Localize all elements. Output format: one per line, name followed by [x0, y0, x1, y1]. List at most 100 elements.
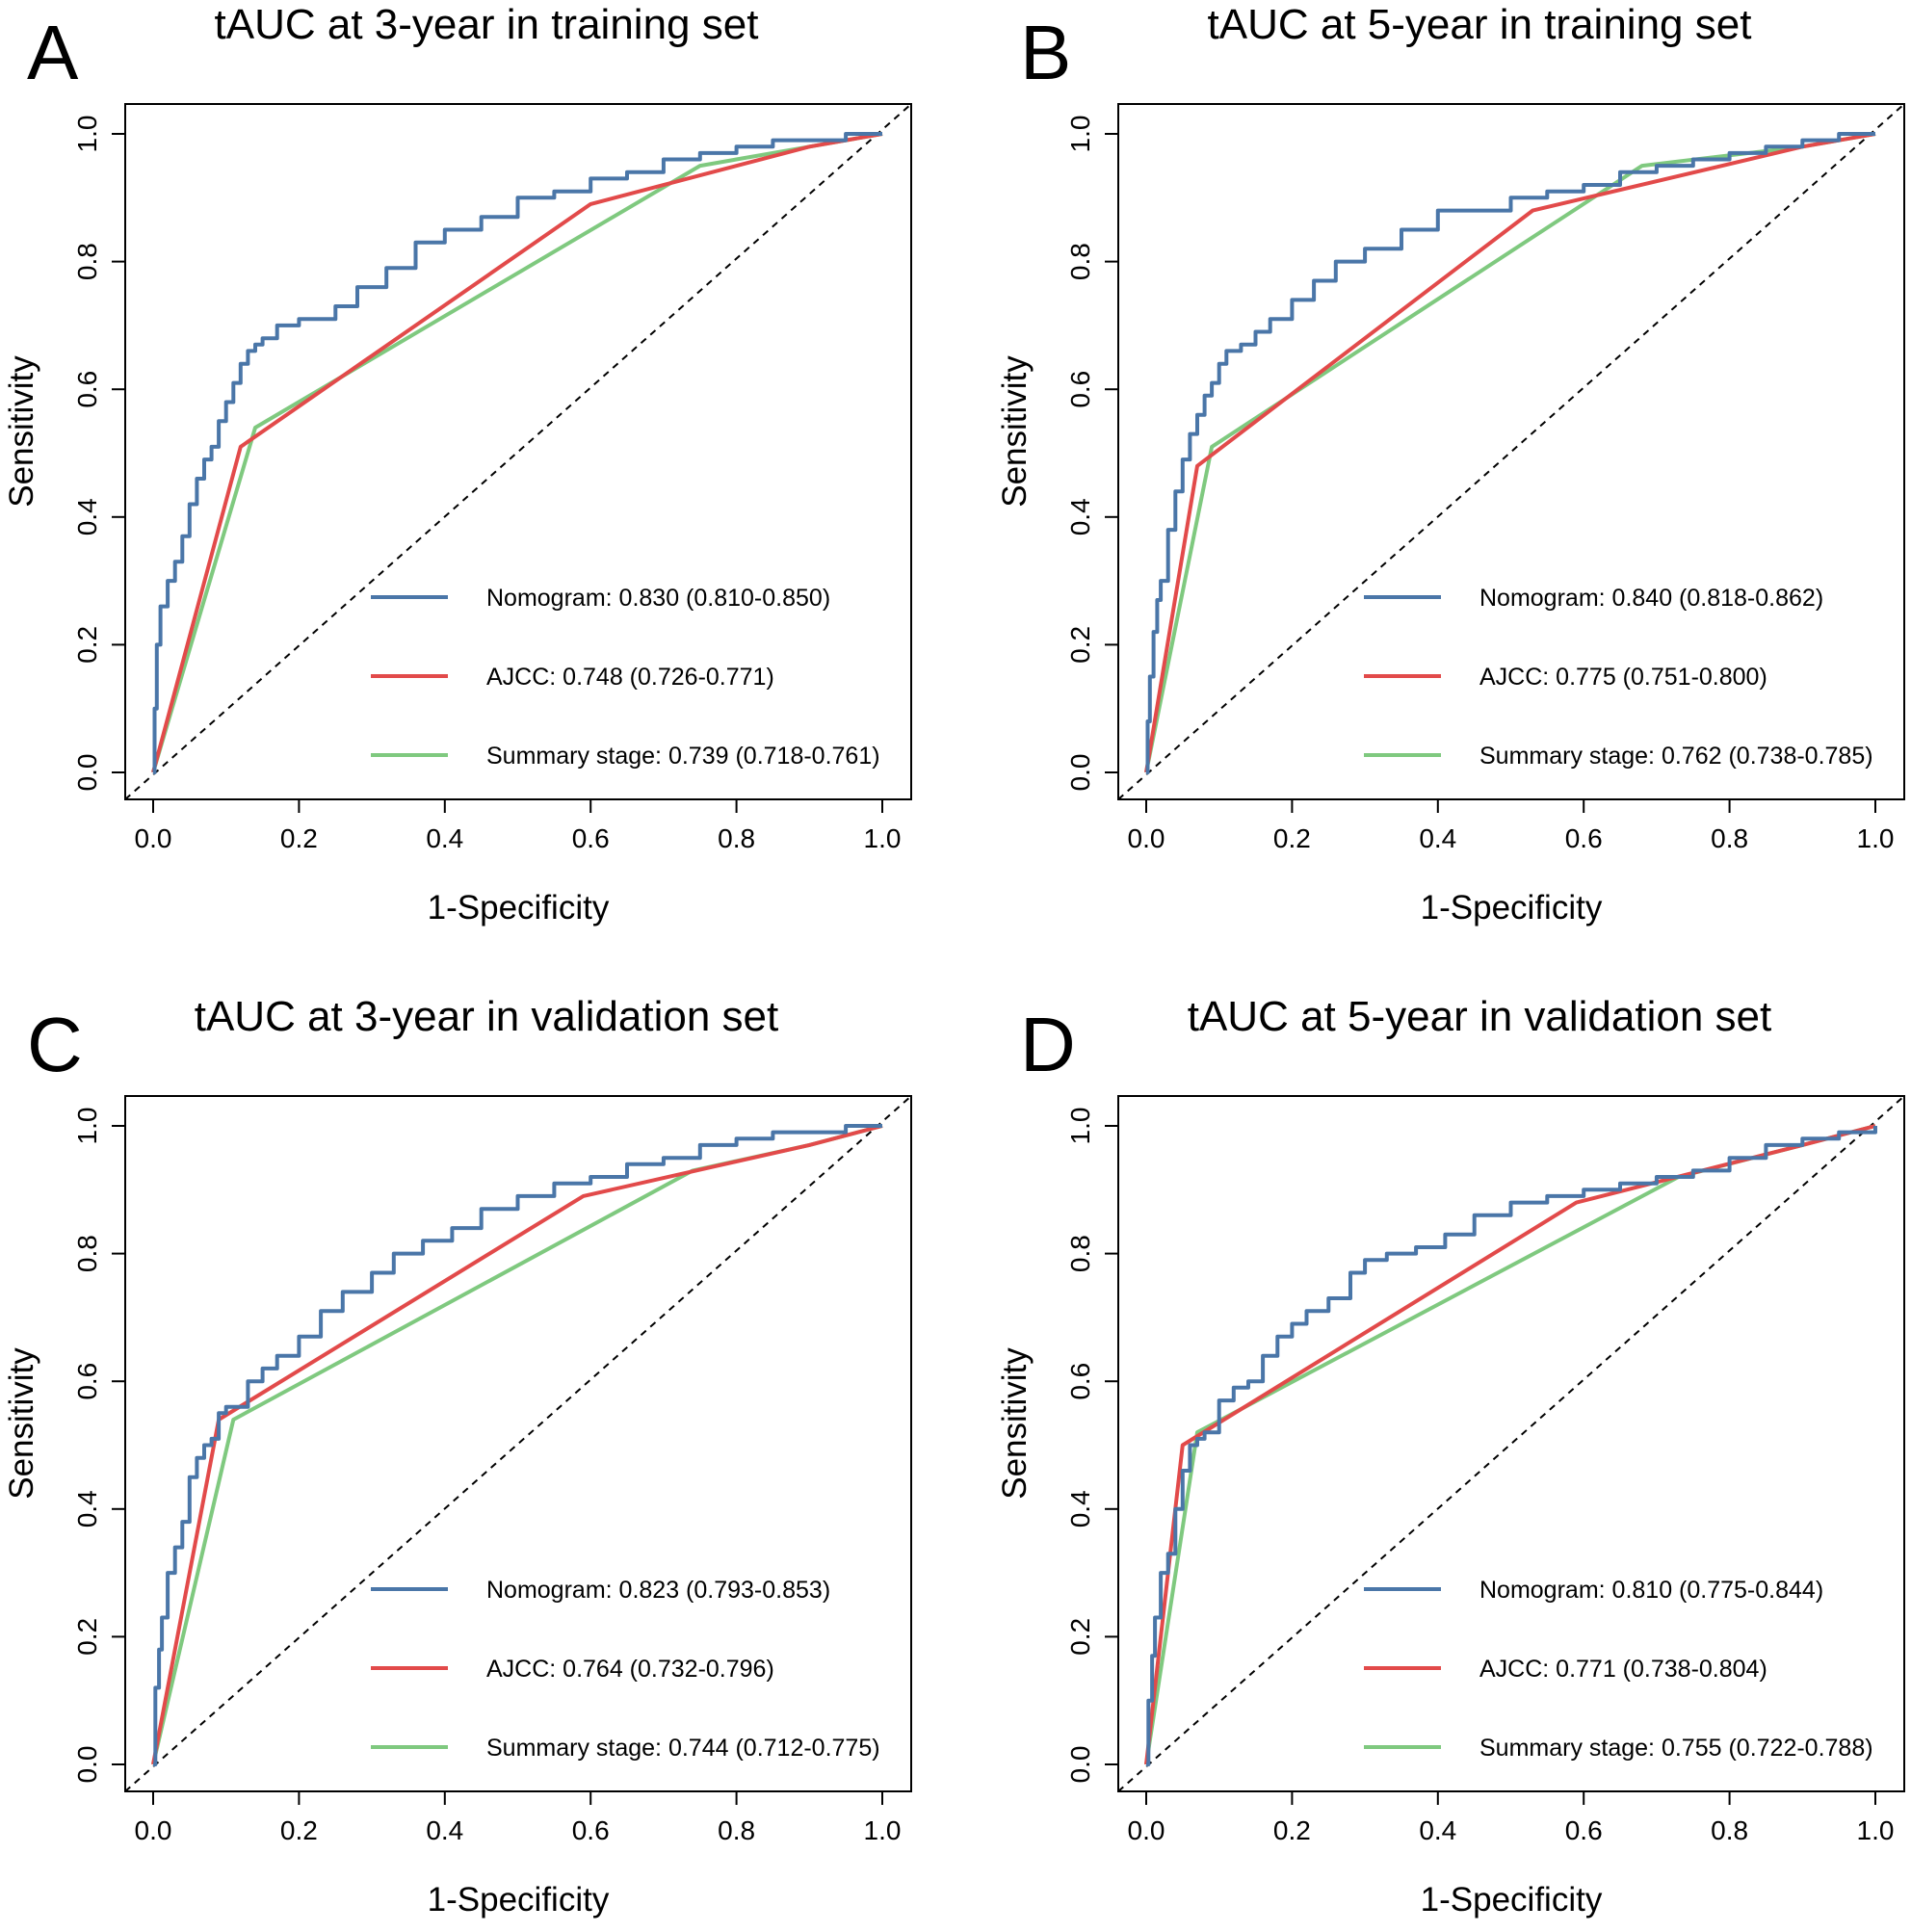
- panel-title: tAUC at 3-year in training set: [215, 1, 759, 48]
- y-tick-label: 0.4: [1065, 1490, 1095, 1527]
- y-tick-label: 0.0: [72, 754, 102, 792]
- plot-frame: [1117, 1095, 1905, 1792]
- legend: Nomogram: 0.810 (0.775-0.844) AJCC: 0.77…: [1364, 1577, 1873, 1762]
- y-tick-label: 0.6: [72, 1363, 102, 1400]
- x-tick-label: 1.0: [1857, 823, 1895, 853]
- y-tick-label: 0.4: [72, 498, 102, 535]
- y-tick-label: 0.0: [1065, 1746, 1095, 1784]
- legend-label-summary: Summary stage: 0.755 (0.722-0.788): [1479, 1735, 1873, 1762]
- y-tick-label: 0.8: [72, 243, 102, 280]
- legend: Nomogram: 0.823 (0.793-0.853) AJCC: 0.76…: [371, 1577, 880, 1762]
- x-axis-label: 1-Specificity: [428, 1881, 610, 1919]
- y-tick-label: 1.0: [1065, 1108, 1095, 1145]
- y-tick-label: 0.8: [72, 1235, 102, 1272]
- x-tick-label: 0.0: [135, 823, 172, 853]
- x-tick-label: 0.6: [572, 823, 610, 853]
- x-tick-label: 0.4: [1419, 823, 1456, 853]
- x-tick-label: 1.0: [864, 1815, 902, 1845]
- panel-a: A tAUC at 3-year in training set 0.0 0.2 0…: [3, 1, 912, 927]
- x-axis-label: 1-Specificity: [1421, 1881, 1603, 1919]
- nomogram-curve: [152, 132, 882, 774]
- plot-frame: [124, 1095, 912, 1792]
- legend-label-nomogram: Nomogram: 0.840 (0.818-0.862): [1479, 585, 1823, 612]
- y-tick-label: 0.4: [1065, 498, 1095, 535]
- curves-layer: [124, 103, 912, 800]
- ajcc-curve: [151, 132, 883, 773]
- x-tick-label: 0.8: [718, 1815, 755, 1845]
- y-axis-label: Sensitivity: [996, 355, 1034, 508]
- legend-label-nomogram: Nomogram: 0.823 (0.793-0.853): [486, 1577, 830, 1604]
- x-tick-label: 0.8: [1711, 1815, 1748, 1845]
- x-tick-label: 0.2: [280, 1815, 318, 1845]
- legend-label-nomogram: Nomogram: 0.810 (0.775-0.844): [1479, 1577, 1823, 1604]
- curves-layer: [1117, 103, 1905, 800]
- y-tick-label: 0.6: [1065, 371, 1095, 408]
- x-tick-label: 0.2: [1273, 1815, 1311, 1845]
- panel-title: tAUC at 5-year in training set: [1208, 1, 1752, 48]
- panel-c: C tAUC at 3-year in validation set 0.0 0.…: [3, 993, 912, 1919]
- nomogram-curve: [153, 1124, 882, 1766]
- x-axis-label: 1-Specificity: [1421, 889, 1603, 927]
- y-tick-label: 0.2: [1065, 1618, 1095, 1656]
- x-tick-label: 0.4: [426, 1815, 463, 1845]
- panel-letter: C: [27, 1002, 83, 1087]
- x-axis-label: 1-Specificity: [428, 889, 610, 927]
- legend-label-ajcc: AJCC: 0.775 (0.751-0.800): [1479, 664, 1767, 691]
- reference-diagonal: [1117, 1095, 1905, 1792]
- legend-label-ajcc: AJCC: 0.748 (0.726-0.771): [486, 664, 774, 691]
- ajcc-curve: [151, 1124, 883, 1765]
- ajcc-curve: [1144, 132, 1876, 773]
- y-tick-label: 0.8: [1065, 243, 1095, 280]
- axes-layer: 0.0 0.2 0.4 0.6 0.8 1.0 0.0 0.2 0.4 0.6 0.8 1.0 1-Sp…: [3, 1108, 901, 1919]
- y-tick-label: 0.6: [72, 371, 102, 408]
- y-tick-label: 0.6: [1065, 1363, 1095, 1400]
- legend-label-nomogram: Nomogram: 0.830 (0.810-0.850): [486, 585, 830, 612]
- nomogram-curve: [1145, 132, 1875, 774]
- x-tick-label: 0.0: [1128, 823, 1165, 853]
- axes-layer: 0.0 0.2 0.4 0.6 0.8 1.0 0.0 0.2 0.4 0.6 0.8 1.0 1-Sp…: [996, 116, 1894, 927]
- y-tick-label: 1.0: [1065, 116, 1095, 153]
- axes-layer: 0.0 0.2 0.4 0.6 0.8 1.0 0.0 0.2 0.4 0.6 0.8 1.0 1-Sp…: [3, 116, 901, 927]
- y-axis-label: Sensitivity: [3, 1347, 40, 1500]
- y-tick-label: 0.2: [72, 626, 102, 664]
- x-tick-label: 0.4: [426, 823, 463, 853]
- y-tick-label: 0.4: [72, 1490, 102, 1527]
- x-tick-label: 0.6: [1565, 823, 1603, 853]
- curves-layer: [124, 1095, 912, 1792]
- y-axis-label: Sensitivity: [996, 1347, 1034, 1500]
- legend-label-ajcc: AJCC: 0.771 (0.738-0.804): [1479, 1656, 1767, 1683]
- x-tick-label: 0.2: [1273, 823, 1311, 853]
- nomogram-curve: [1146, 1126, 1877, 1766]
- x-tick-label: 0.2: [280, 823, 318, 853]
- y-tick-label: 0.0: [72, 1746, 102, 1784]
- x-tick-label: 0.4: [1419, 1815, 1456, 1845]
- panel-letter: D: [1020, 1002, 1076, 1087]
- y-tick-label: 1.0: [72, 1108, 102, 1145]
- y-tick-label: 0.2: [72, 1618, 102, 1656]
- y-tick-label: 1.0: [72, 116, 102, 153]
- legend-label-summary: Summary stage: 0.762 (0.738-0.785): [1479, 743, 1873, 770]
- legend-label-summary: Summary stage: 0.739 (0.718-0.761): [486, 743, 880, 770]
- curves-layer: [1117, 1095, 1905, 1792]
- y-tick-label: 0.2: [1065, 626, 1095, 664]
- legend: Nomogram: 0.830 (0.810-0.850) AJCC: 0.74…: [371, 585, 880, 770]
- x-tick-label: 0.8: [718, 823, 755, 853]
- y-tick-label: 0.8: [1065, 1235, 1095, 1272]
- y-tick-label: 0.0: [1065, 754, 1095, 792]
- legend: Nomogram: 0.840 (0.818-0.862) AJCC: 0.77…: [1364, 585, 1873, 770]
- x-tick-label: 0.8: [1711, 823, 1748, 853]
- axes-layer: 0.0 0.2 0.4 0.6 0.8 1.0 0.0 0.2 0.4 0.6 0.8 1.0 1-Sp…: [996, 1108, 1894, 1919]
- panel-b: B tAUC at 5-year in training set 0.0 0.2 0…: [996, 1, 1905, 927]
- panel-letter: A: [27, 10, 79, 95]
- x-tick-label: 0.0: [1128, 1815, 1165, 1845]
- legend-label-ajcc: AJCC: 0.764 (0.732-0.796): [486, 1656, 774, 1683]
- legend-label-summary: Summary stage: 0.744 (0.712-0.775): [486, 1735, 880, 1762]
- x-tick-label: 0.6: [1565, 1815, 1603, 1845]
- plot-frame: [1117, 103, 1905, 800]
- x-tick-label: 1.0: [864, 823, 902, 853]
- panel-title: tAUC at 3-year in validation set: [195, 993, 779, 1040]
- x-tick-label: 0.0: [135, 1815, 172, 1845]
- plot-frame: [124, 103, 912, 800]
- panel-title: tAUC at 5-year in validation set: [1188, 993, 1772, 1040]
